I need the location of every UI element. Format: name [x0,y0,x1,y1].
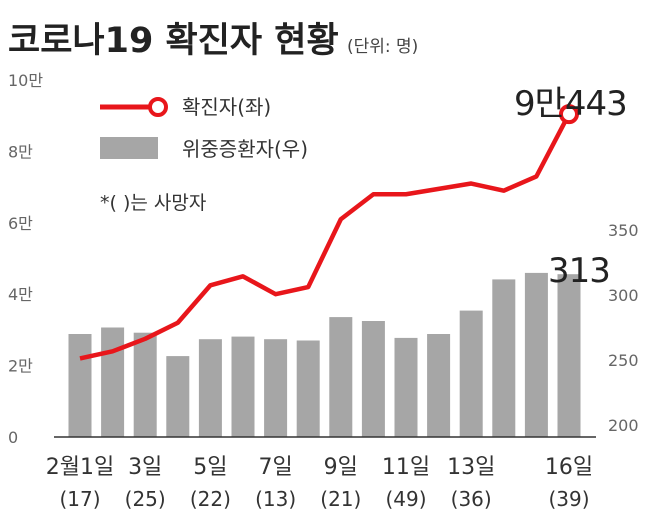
x-tick-deaths: (21) [320,487,361,511]
x-tick-date: 7일 [258,455,292,480]
bar [101,327,125,437]
line-end-marker [559,104,579,125]
y-left-tick-label: 4만 [8,285,33,304]
x-axis: 2월1일 (17) 3일 (25) 5일 (22) 7일 (13) 9일 (21) 11일 (49) 1… [46,455,593,511]
x-tick-date: 3일 [128,455,162,480]
x-tick-date: 13일 [447,455,495,480]
y-left-tick-label: 2만 [8,357,33,376]
y-left-tick-label: 8만 [8,142,33,161]
x-tick-deaths: (25) [125,487,166,511]
x-tick-date: 11일 [382,455,430,480]
legend-label-confirmed: 확진자(좌) [182,95,271,119]
bar [296,340,320,437]
x-tick-deaths: (22) [190,487,231,511]
bar [166,356,190,437]
chart-title: 코로나19 확진자 현황 [8,21,339,61]
bar-value-label: 313 [548,251,610,291]
legend-line-marker [148,97,168,117]
bar [557,274,581,437]
x-tick-deaths: (13) [255,487,296,511]
y-left-tick-label: 6만 [8,214,33,233]
peak-value-label: 9만443 [514,84,627,124]
bar [68,334,92,437]
bar [524,272,548,437]
bar-series [68,272,581,437]
bar [329,317,353,437]
bar [492,279,516,437]
y-left-tick-label: 10만 [8,71,43,90]
legend-bar-swatch [100,137,158,159]
legend-label-critical: 위중증환자(우) [182,137,308,161]
unit-note: (단위: 명) [347,37,418,57]
y-axis-left: 0 2만 4만 6만 8만 10만 [8,71,43,447]
death-note: *( )는 사망자 [100,192,206,214]
y-right-tick-label: 250 [608,351,639,370]
y-right-tick-label: 300 [608,286,639,305]
bar [264,339,288,437]
x-tick-deaths: (49) [385,487,426,511]
y-axis-right: 200 250 300 350 [608,221,639,435]
x-tick-deaths: (39) [548,487,589,511]
x-tick-date: 5일 [193,455,227,480]
legend: 확진자(좌) 위중증환자(우) [100,95,308,161]
bar [133,332,157,437]
y-right-tick-label: 350 [608,221,639,240]
bar [231,336,255,437]
x-tick-deaths: (17) [59,487,100,511]
x-tick-deaths: (36) [451,487,492,511]
bar [427,334,451,437]
y-right-tick-label: 200 [608,416,639,435]
bar [459,310,483,437]
line-series [79,104,579,361]
x-tick-date: 2월1일 [46,455,114,480]
bar [394,337,418,437]
confirmed-line [79,113,571,361]
bar [361,321,385,437]
y-left-tick-label: 0 [8,428,18,447]
x-tick-date: 9일 [324,455,358,480]
x-tick-date: 16일 [545,455,593,480]
bar [198,339,222,437]
